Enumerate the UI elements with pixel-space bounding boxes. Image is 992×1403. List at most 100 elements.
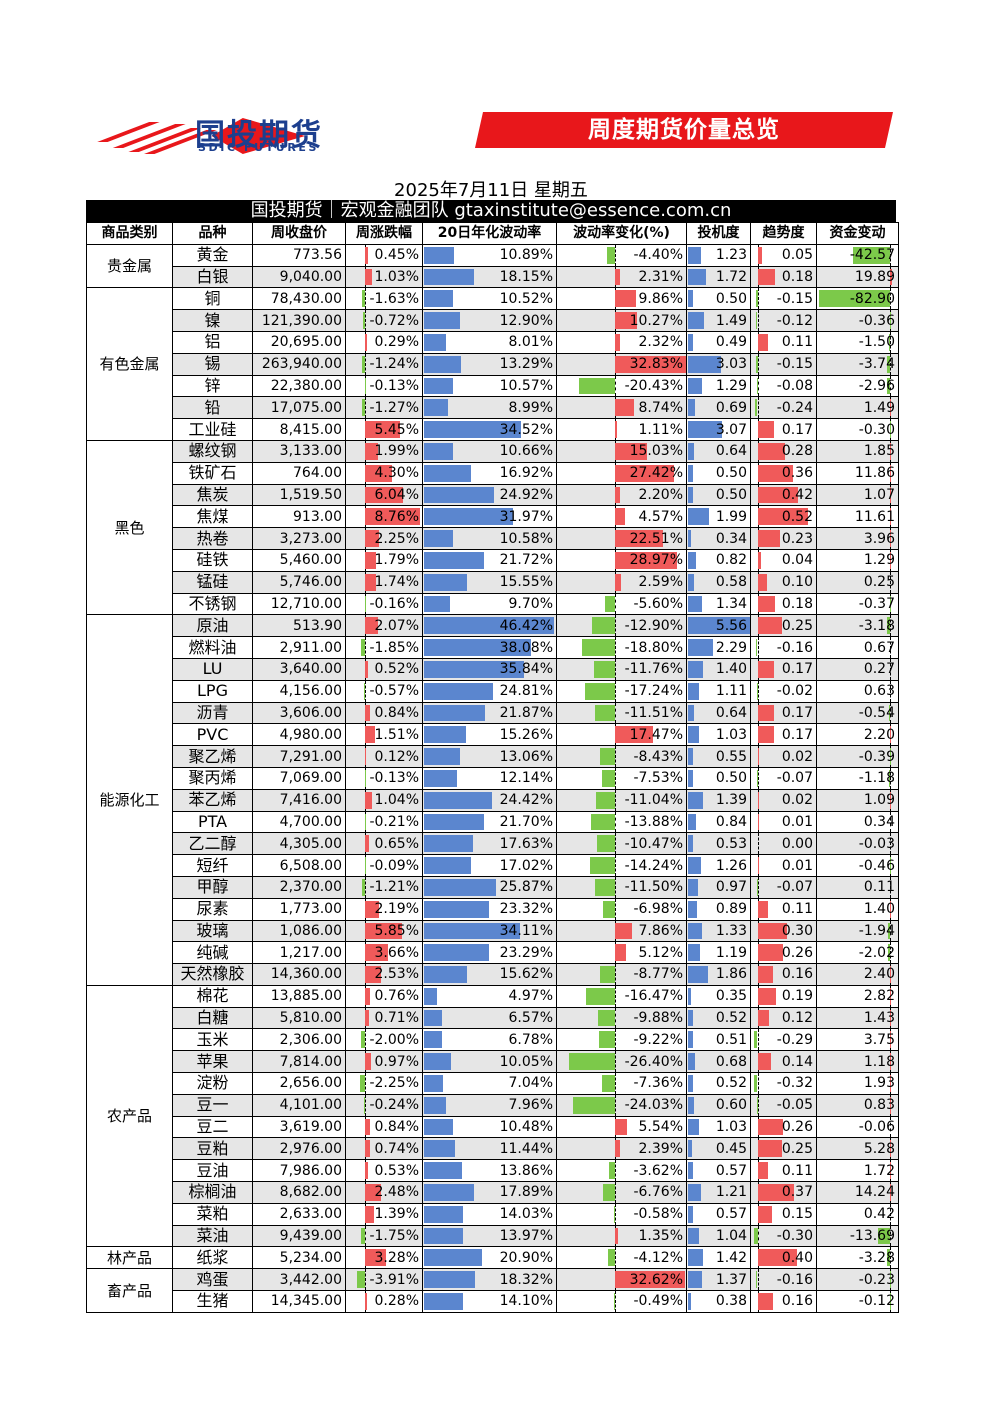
category-cell: 畜产品	[86, 1268, 173, 1313]
zero-axis	[615, 1204, 617, 1225]
fund-value: 1.49	[863, 399, 895, 416]
bar-spec	[688, 1009, 693, 1027]
table-row: 白糖 5,810.00 0.71% 6.57% -9.88% 0.52 0.12 1.43	[87, 1006, 899, 1030]
chg-value: 0.53%	[374, 1162, 419, 1179]
cell-vchg: -11.76%	[556, 657, 687, 681]
zero-axis	[889, 1291, 891, 1312]
zero-axis	[889, 724, 891, 745]
bar-vol	[424, 1249, 483, 1267]
chg-value: -0.57%	[369, 683, 419, 700]
vchg-value: -14.24%	[624, 857, 683, 874]
zero-axis	[889, 550, 891, 571]
bar-vchg	[615, 486, 620, 504]
category-cell: 贵金属	[86, 243, 173, 289]
spec-value: 0.34	[715, 530, 747, 547]
bar-vol	[424, 1140, 456, 1158]
bar-spec	[688, 1249, 703, 1267]
bar-chg	[365, 1118, 371, 1136]
bar-trend	[756, 769, 758, 787]
table-row: 尿素 1,773.00 2.19% 23.32% -6.98% 0.89 0.11 1.40	[87, 897, 899, 921]
vchg-value: 2.20%	[638, 486, 683, 503]
zero-axis	[889, 245, 891, 266]
trend-value: -0.02	[776, 683, 813, 700]
table-row: 林产品 纸浆 5,234.00 3.28% 20.90% -4.12% 1.42 0.40 -3…	[86, 1246, 899, 1270]
commodity-name: 铁矿石	[172, 461, 253, 485]
cell-vchg: 1.35%	[556, 1224, 687, 1248]
cell-spec: 1.19	[686, 941, 751, 965]
cell-vol: 18.15%	[422, 265, 557, 289]
close-price: 5,234.00	[252, 1246, 346, 1270]
spec-value: 1.49	[715, 312, 747, 329]
zero-axis	[889, 485, 891, 505]
zero-axis	[889, 1117, 891, 1137]
trend-value: 0.17	[781, 421, 813, 438]
cell-chg: 1.03%	[345, 265, 423, 289]
category-cell: 农产品	[86, 984, 173, 1248]
trend-value: 0.02	[781, 748, 813, 765]
cell-spec: 2.29	[686, 636, 751, 659]
cell-chg: -2.25%	[345, 1072, 423, 1095]
close-price: 2,911.00	[252, 636, 346, 659]
commodity-name: 热卷	[172, 527, 253, 550]
cell-fund: 1.49	[816, 396, 899, 420]
zero-axis	[757, 877, 759, 898]
cell-spec: 1.49	[686, 309, 751, 332]
bar-vchg	[608, 1162, 616, 1180]
cell-fund: 2.40	[816, 963, 899, 986]
spec-value: 0.51	[715, 1031, 747, 1048]
cell-vol: 10.57%	[422, 374, 557, 398]
trend-value: 0.19	[781, 988, 813, 1005]
bar-vchg	[594, 878, 616, 896]
cell-vchg: 5.54%	[556, 1115, 687, 1139]
vchg-value: 28.97%	[629, 552, 683, 569]
bar-trend	[757, 1162, 769, 1180]
chg-value: -0.21%	[369, 813, 419, 830]
cell-trend: 0.26	[750, 941, 817, 965]
cell-fund: -0.06	[816, 1115, 899, 1139]
cell-vchg: 32.62%	[556, 1268, 687, 1292]
bar-spec	[688, 508, 710, 526]
bar-trend	[757, 748, 760, 765]
bar-vchg	[615, 1271, 686, 1289]
bar-vol	[424, 617, 555, 635]
vol-value: 21.72%	[499, 552, 553, 569]
cell-chg: -0.13%	[345, 766, 423, 790]
trend-value: -0.32	[776, 1075, 813, 1092]
vol-value: 8.01%	[508, 334, 553, 351]
cell-vchg: -18.80%	[556, 636, 687, 659]
zero-axis	[889, 899, 891, 920]
vchg-value: -18.80%	[624, 639, 683, 656]
vchg-value: -11.50%	[624, 879, 683, 896]
bar-vchg	[592, 617, 616, 635]
bar-chg	[365, 704, 371, 722]
fund-value: -1.94	[858, 922, 895, 939]
close-price: 513.90	[252, 614, 346, 638]
vchg-value: -8.77%	[633, 966, 683, 983]
cell-trend: 0.11	[750, 330, 817, 354]
bar-chg	[365, 726, 375, 744]
table-row: 铅 17,075.00 -1.27% 8.99% 8.74% 0.69 -0.24 1.49	[87, 396, 899, 420]
table-row: 豆二 3,619.00 0.84% 10.48% 5.54% 1.03 0.26 -0.06	[87, 1115, 899, 1139]
cell-vol: 10.48%	[422, 1115, 557, 1139]
bar-fund	[888, 769, 890, 787]
cell-vol: 8.99%	[422, 396, 557, 420]
trend-value: -0.05	[776, 1097, 813, 1114]
bar-spec	[688, 1227, 699, 1245]
trend-value: -0.12	[776, 312, 813, 329]
chg-value: 0.29%	[374, 334, 419, 351]
bar-vchg	[603, 1184, 616, 1201]
bar-vchg	[615, 290, 637, 308]
vol-value: 17.63%	[499, 835, 553, 852]
cell-vchg: -24.03%	[556, 1093, 687, 1117]
cell-trend: -0.12	[750, 309, 817, 332]
cell-vol: 10.58%	[422, 527, 557, 550]
chg-value: 2.25%	[374, 530, 419, 547]
cell-vol: 21.87%	[422, 701, 557, 725]
zero-axis	[757, 637, 759, 658]
close-price: 3,442.00	[252, 1268, 346, 1292]
bar-chg	[360, 1031, 365, 1049]
cell-chg: 8.76%	[345, 505, 423, 529]
bar-vol	[424, 660, 525, 678]
zero-axis	[889, 681, 891, 702]
vol-value: 15.26%	[499, 726, 553, 743]
